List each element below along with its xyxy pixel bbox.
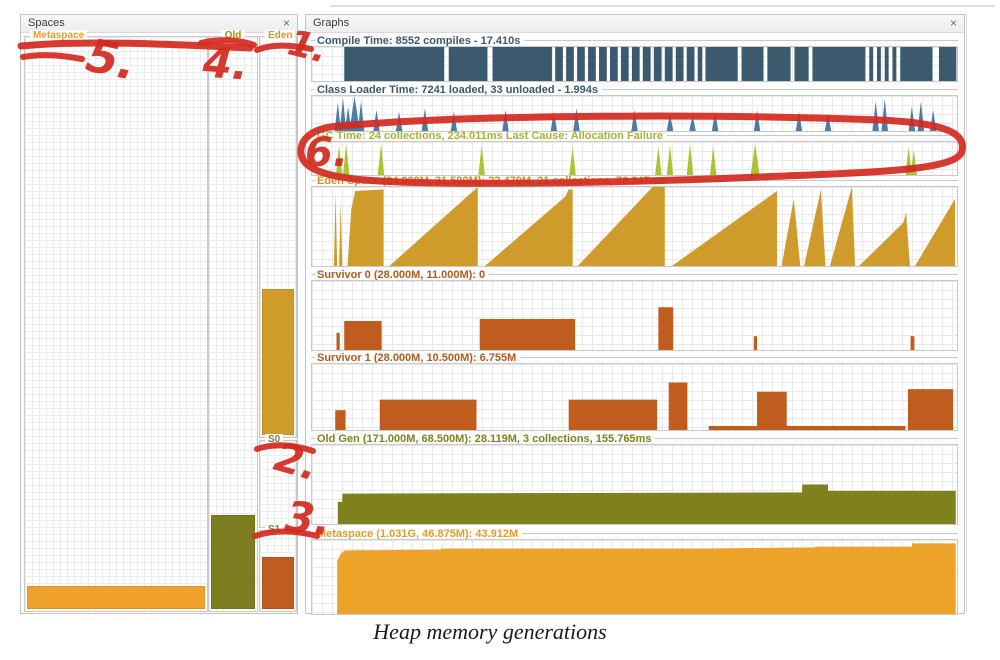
figure-caption: Heap memory generations: [373, 619, 607, 644]
metaspace-header: Metaspace (1.031G, 46.875M): 43.912M: [317, 527, 519, 540]
metaspace-usage-bar: [27, 586, 205, 609]
spaces-body: Metaspace Old Eden S0 S1: [21, 30, 297, 613]
survivor0-header: Survivor 0 (28.000M, 11.000M): 0: [317, 268, 486, 281]
old-space-box: Old: [208, 30, 258, 612]
compile-time-graph: [311, 46, 958, 82]
metaspace-graph: [311, 539, 958, 615]
window-edge-top: [330, 5, 995, 7]
survivor0-space-label: S0: [265, 434, 284, 445]
old-gen-graph: [311, 444, 958, 525]
old-usage-bar: [211, 515, 255, 609]
graphs-body: Compile Time: 8552 compiles - 17.410s Cl…: [306, 33, 964, 615]
metaspace-space-box: Metaspace: [24, 30, 208, 612]
survivor1-usage-bar: [262, 557, 294, 609]
close-icon[interactable]: ×: [282, 16, 290, 30]
graph-row-class-loader-time: Class Loader Time: 7241 loaded, 33 unloa…: [311, 84, 958, 132]
spaces-titlebar: Spaces ×: [21, 15, 297, 33]
survivor0-space-box: S0: [259, 434, 297, 528]
graph-row-metaspace: Metaspace (1.031G, 46.875M): 43.912M: [311, 528, 958, 615]
metaspace-space-label: Metaspace: [30, 30, 88, 41]
eden-space-header: Eden Space (84.000M, 31.500M): 22.479M, …: [317, 174, 666, 187]
window-edge-right: [966, 14, 967, 612]
survivor1-header: Survivor 1 (28.000M, 10.500M): 6.755M: [317, 351, 517, 364]
spaces-panel: Spaces × Metaspace Old Eden S0 S1: [20, 14, 298, 614]
graphs-title: Graphs: [313, 17, 350, 29]
gc-time-graph: [311, 141, 958, 176]
graph-row-compile-time: Compile Time: 8552 compiles - 17.410s: [311, 35, 958, 82]
spaces-title: Spaces: [28, 17, 65, 29]
graph-row-old-gen: Old Gen (171.000M, 68.500M): 28.119M, 3 …: [311, 433, 958, 525]
eden-usage-bar: [262, 289, 294, 435]
graphs-panel: Graphs × Compile Time: 8552 compiles - 1…: [305, 14, 965, 615]
eden-space-label: Eden: [265, 30, 296, 41]
graph-row-gc-time: GC Time: 24 collections, 234.011ms Last …: [311, 130, 958, 176]
survivor0-graph: [311, 280, 958, 351]
eden-space-box: Eden: [259, 30, 297, 438]
graph-row-survivor1: Survivor 1 (28.000M, 10.500M): 6.755M: [311, 352, 958, 431]
gc-time-header: GC Time: 24 collections, 234.011ms Last …: [317, 129, 664, 142]
graphs-titlebar: Graphs ×: [306, 15, 964, 33]
class-loader-header: Class Loader Time: 7241 loaded, 33 unloa…: [317, 83, 599, 96]
old-space-label: Old: [221, 30, 245, 41]
survivor1-graph: [311, 363, 958, 431]
class-loader-graph: [311, 95, 958, 132]
eden-space-graph: [311, 186, 958, 267]
compile-time-header: Compile Time: 8552 compiles - 17.410s: [317, 34, 521, 47]
survivor1-space-box: S1: [259, 524, 297, 612]
old-gen-header: Old Gen (171.000M, 68.500M): 28.119M, 3 …: [317, 432, 652, 445]
graph-row-eden-space: Eden Space (84.000M, 31.500M): 22.479M, …: [311, 175, 958, 267]
survivor1-space-label: S1: [265, 524, 284, 535]
graph-row-survivor0: Survivor 0 (28.000M, 11.000M): 0: [311, 269, 958, 351]
close-icon[interactable]: ×: [949, 16, 957, 30]
